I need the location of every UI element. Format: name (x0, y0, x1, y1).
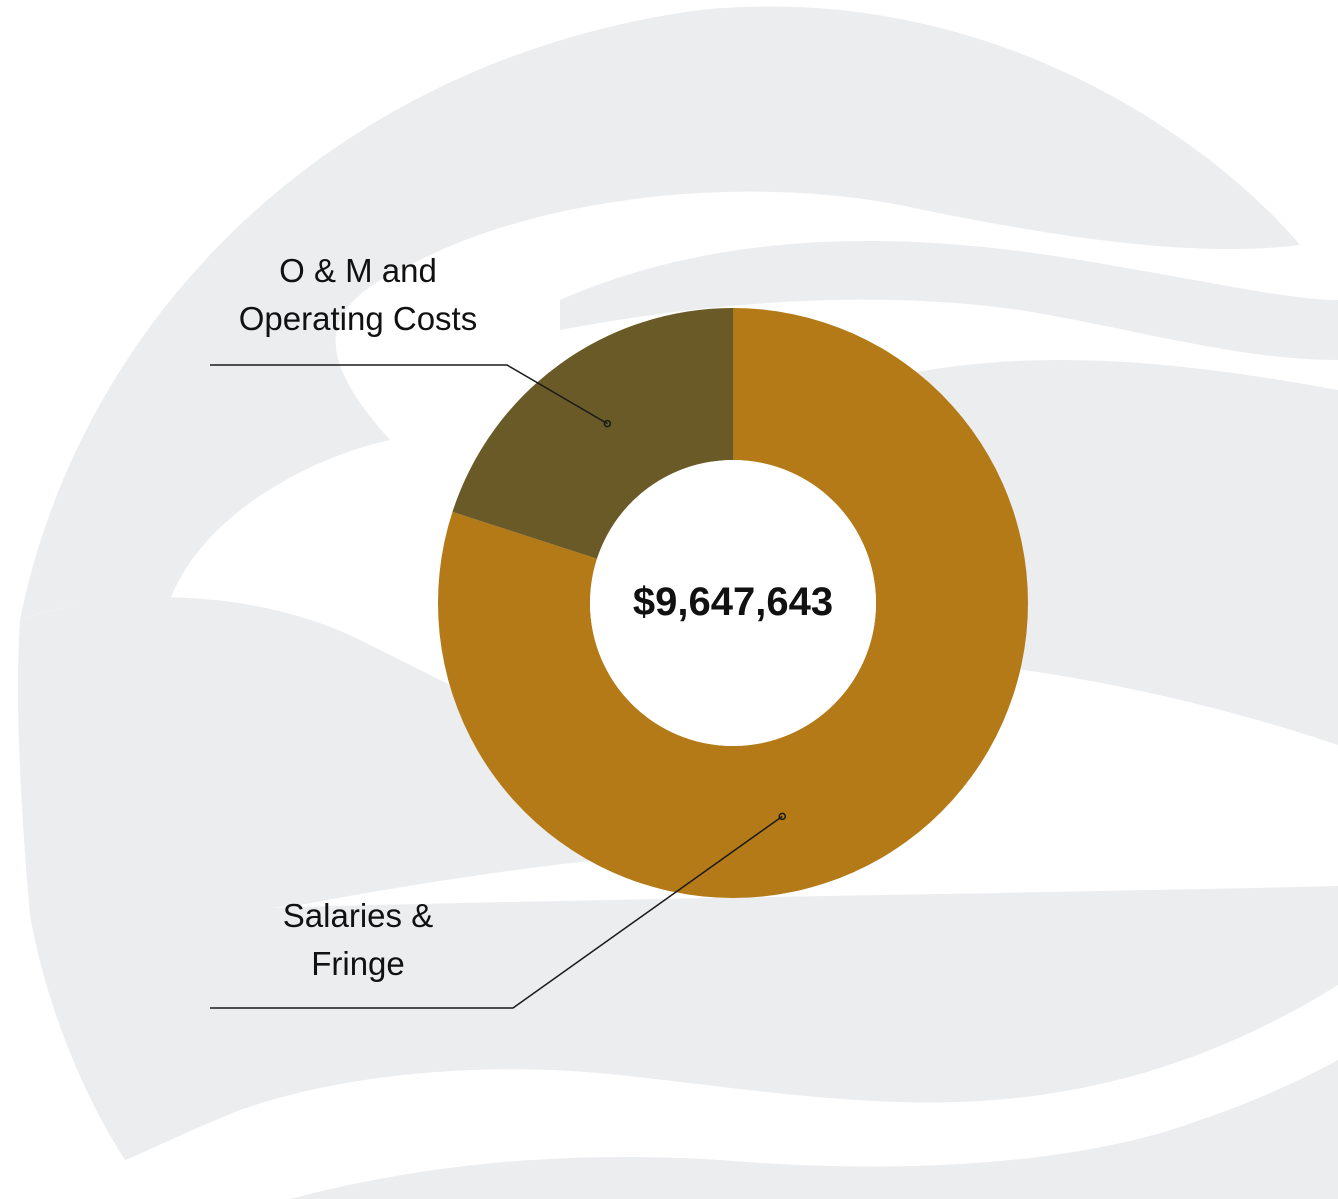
donut-hole (590, 460, 876, 746)
donut-center-total: $9,647,643 (633, 580, 833, 624)
watermark-swoosh-mid-1 (560, 240, 1338, 360)
donut-slice-om-operating-costs (452, 308, 733, 559)
slice-label-1-line-0: O & M and (279, 252, 437, 289)
donut-slices (437, 308, 1028, 898)
watermark-swoosh-bottom-2 (290, 1060, 1338, 1199)
watermark-swoosh-top (20, 6, 1300, 620)
watermark-swoosh-bottom (30, 886, 1338, 1160)
watermark-swoosh-left (18, 597, 601, 915)
slice-labels: Salaries & Fringe O & M and Operating Costs (239, 252, 477, 982)
donut-slice-salaries-fringe (437, 308, 1028, 898)
leader-line-0 (210, 815, 783, 1009)
slice-label-0-line-0: Salaries & (283, 897, 433, 934)
slice-label-1-line-1: Operating Costs (239, 300, 477, 337)
leader-lines (210, 364, 787, 1009)
leader-dot-1 (603, 419, 612, 428)
leader-line-1 (210, 364, 608, 425)
slice-label-0-line-1: Fringe (311, 945, 405, 982)
watermark-swoosh-mid-2 (900, 359, 1338, 745)
leader-dot-0 (778, 812, 787, 821)
